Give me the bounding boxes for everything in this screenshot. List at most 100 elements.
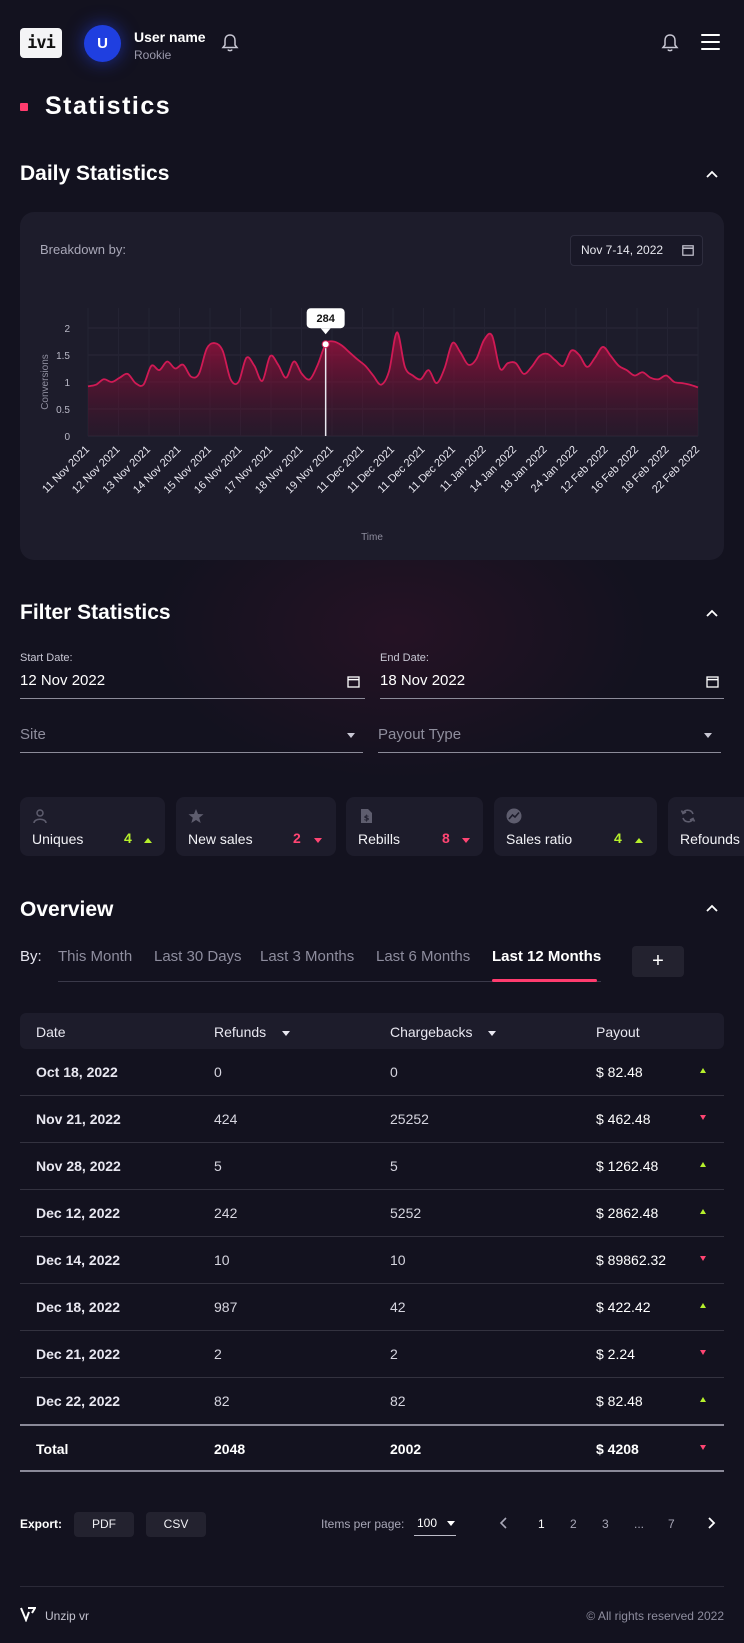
tabs-baseline bbox=[58, 981, 601, 982]
table-row[interactable]: Dec 14, 2022 10 10 $ 89862.32 bbox=[20, 1237, 724, 1284]
trend-up-icon bbox=[700, 1209, 706, 1214]
cell-refunds: 2 bbox=[214, 1346, 222, 1362]
payout-type-select[interactable]: Payout Type bbox=[378, 726, 462, 743]
trend-up-icon bbox=[700, 1068, 706, 1073]
stat-card-refounds[interactable]: Refounds bbox=[668, 797, 744, 856]
trend-down-icon bbox=[462, 838, 470, 843]
table-total-row[interactable]: Total 2048 2002 $ 4208 bbox=[20, 1424, 724, 1472]
hamburger-menu-icon[interactable] bbox=[701, 34, 720, 50]
notifications-bell-icon[interactable] bbox=[661, 33, 679, 53]
breakdown-label: Breakdown by: bbox=[40, 242, 126, 257]
cell-date: Nov 21, 2022 bbox=[36, 1111, 121, 1127]
tab-last-12-months[interactable]: Last 12 Months bbox=[492, 948, 602, 965]
table-row[interactable]: Nov 21, 2022 424 25252 $ 462.48 bbox=[20, 1096, 724, 1143]
y-tick-label: 1.5 bbox=[56, 351, 70, 362]
column-header-date[interactable]: Date bbox=[36, 1024, 66, 1040]
table-row[interactable]: Dec 18, 2022 987 42 $ 422.42 bbox=[20, 1284, 724, 1331]
stat-card-rebills[interactable]: $ Rebills 8 bbox=[346, 797, 483, 856]
cell-date: Dec 18, 2022 bbox=[36, 1299, 121, 1315]
cell-payout: $ 1262.48 bbox=[596, 1158, 659, 1174]
bell-icon[interactable] bbox=[221, 33, 239, 53]
page-title: Statistics bbox=[45, 92, 172, 120]
stat-card-uniques[interactable]: Uniques 4 bbox=[20, 797, 165, 856]
column-header-payout[interactable]: Payout bbox=[596, 1024, 640, 1040]
calendar-icon bbox=[682, 245, 694, 256]
end-date-input[interactable]: 18 Nov 2022 bbox=[380, 672, 466, 689]
cell-date: Dec 22, 2022 bbox=[36, 1393, 121, 1409]
tooltip-box bbox=[306, 308, 345, 329]
chevron-down-icon bbox=[447, 1521, 455, 1526]
y-tick-label: 2 bbox=[64, 324, 70, 335]
tab-this-month[interactable]: This Month bbox=[58, 948, 133, 965]
tab-last-30-days[interactable]: Last 30 Days bbox=[154, 948, 242, 965]
page-1-button[interactable]: 1 bbox=[538, 1517, 545, 1531]
export-pdf-button[interactable]: PDF bbox=[74, 1512, 134, 1537]
avatar[interactable]: U bbox=[84, 25, 121, 62]
trend-down-icon bbox=[700, 1256, 706, 1261]
site-select[interactable]: Site bbox=[20, 726, 46, 743]
chevron-up-icon[interactable] bbox=[706, 170, 718, 178]
site-select-underline bbox=[20, 752, 363, 753]
active-tab-indicator bbox=[492, 979, 597, 982]
chevron-left-icon[interactable] bbox=[497, 1516, 511, 1530]
start-date-input[interactable]: 12 Nov 2022 bbox=[20, 672, 106, 689]
cell-date: Nov 28, 2022 bbox=[36, 1158, 121, 1174]
cell-payout: $ 2862.48 bbox=[596, 1205, 659, 1221]
y-tick-label: 0.5 bbox=[56, 405, 70, 416]
cell-date: Total bbox=[36, 1441, 69, 1457]
cell-payout: $ 4208 bbox=[596, 1441, 639, 1457]
table-row[interactable]: Dec 21, 2022 2 2 $ 2.24 bbox=[20, 1331, 724, 1378]
footer-divider bbox=[20, 1586, 724, 1587]
chevron-up-icon[interactable] bbox=[706, 904, 718, 912]
cell-refunds: 987 bbox=[214, 1299, 238, 1315]
chart-icon bbox=[506, 808, 522, 824]
calendar-icon[interactable] bbox=[706, 675, 719, 688]
user-rank: Rookie bbox=[134, 48, 172, 62]
cell-refunds: 82 bbox=[214, 1393, 230, 1409]
tooltip-value: 284 bbox=[316, 313, 335, 325]
cell-chargebacks: 0 bbox=[390, 1064, 398, 1080]
page-2-button[interactable]: 2 bbox=[570, 1517, 577, 1531]
chevron-up-icon[interactable] bbox=[706, 609, 718, 617]
trend-down-icon bbox=[314, 838, 322, 843]
column-header-refunds[interactable]: Refunds bbox=[214, 1024, 267, 1040]
items-per-page-label: Items per page: bbox=[321, 1517, 405, 1531]
table-row[interactable]: Dec 22, 2022 82 82 $ 82.48 bbox=[20, 1378, 724, 1425]
sort-down-icon[interactable] bbox=[282, 1031, 290, 1036]
cell-chargebacks: 82 bbox=[390, 1393, 406, 1409]
trend-down-icon bbox=[700, 1445, 706, 1450]
y-axis-label: Conversions bbox=[40, 354, 51, 410]
items-per-page-select[interactable]: 100 bbox=[417, 1516, 438, 1530]
table-row[interactable]: Oct 18, 2022 0 0 $ 82.48 bbox=[20, 1049, 724, 1096]
series-line bbox=[87, 331, 699, 389]
cell-date: Oct 18, 2022 bbox=[36, 1064, 118, 1080]
stat-card-new-sales[interactable]: New sales 2 bbox=[176, 797, 336, 856]
cell-payout: $ 422.42 bbox=[596, 1299, 651, 1315]
stat-label: New sales bbox=[188, 831, 253, 847]
user-icon bbox=[33, 809, 47, 824]
export-csv-button[interactable]: CSV bbox=[146, 1512, 206, 1537]
table-row[interactable]: Nov 28, 2022 5 5 $ 1262.48 bbox=[20, 1143, 724, 1190]
cell-payout: $ 2.24 bbox=[596, 1346, 635, 1362]
date-range-picker[interactable]: Nov 7-14, 2022 bbox=[570, 235, 703, 266]
cell-chargebacks: 42 bbox=[390, 1299, 406, 1315]
tab-last-3-months[interactable]: Last 3 Months bbox=[260, 948, 355, 965]
cell-payout: $ 82.48 bbox=[596, 1393, 643, 1409]
x-axis-label: Time bbox=[361, 532, 383, 543]
column-header-chargebacks[interactable]: Chargebacks bbox=[390, 1024, 473, 1040]
cell-chargebacks: 2002 bbox=[390, 1441, 422, 1457]
table-row[interactable]: Dec 12, 2022 242 5252 $ 2862.48 bbox=[20, 1190, 724, 1237]
stat-label: Sales ratio bbox=[506, 831, 573, 847]
chevron-right-icon[interactable] bbox=[704, 1516, 718, 1530]
user-name: User name bbox=[134, 29, 206, 45]
stat-card-sales-ratio[interactable]: Sales ratio 4 bbox=[494, 797, 657, 856]
calendar-icon[interactable] bbox=[347, 675, 360, 688]
cell-chargebacks: 2 bbox=[390, 1346, 398, 1362]
sort-down-icon[interactable] bbox=[488, 1031, 496, 1036]
tab-last-6-months[interactable]: Last 6 Months bbox=[376, 948, 471, 965]
page-3-button[interactable]: 3 bbox=[602, 1517, 609, 1531]
chevron-down-icon bbox=[704, 733, 712, 738]
add-period-button[interactable]: + bbox=[632, 946, 684, 977]
page-7-button[interactable]: 7 bbox=[668, 1517, 675, 1531]
app-logo[interactable]: ivi bbox=[20, 28, 62, 58]
